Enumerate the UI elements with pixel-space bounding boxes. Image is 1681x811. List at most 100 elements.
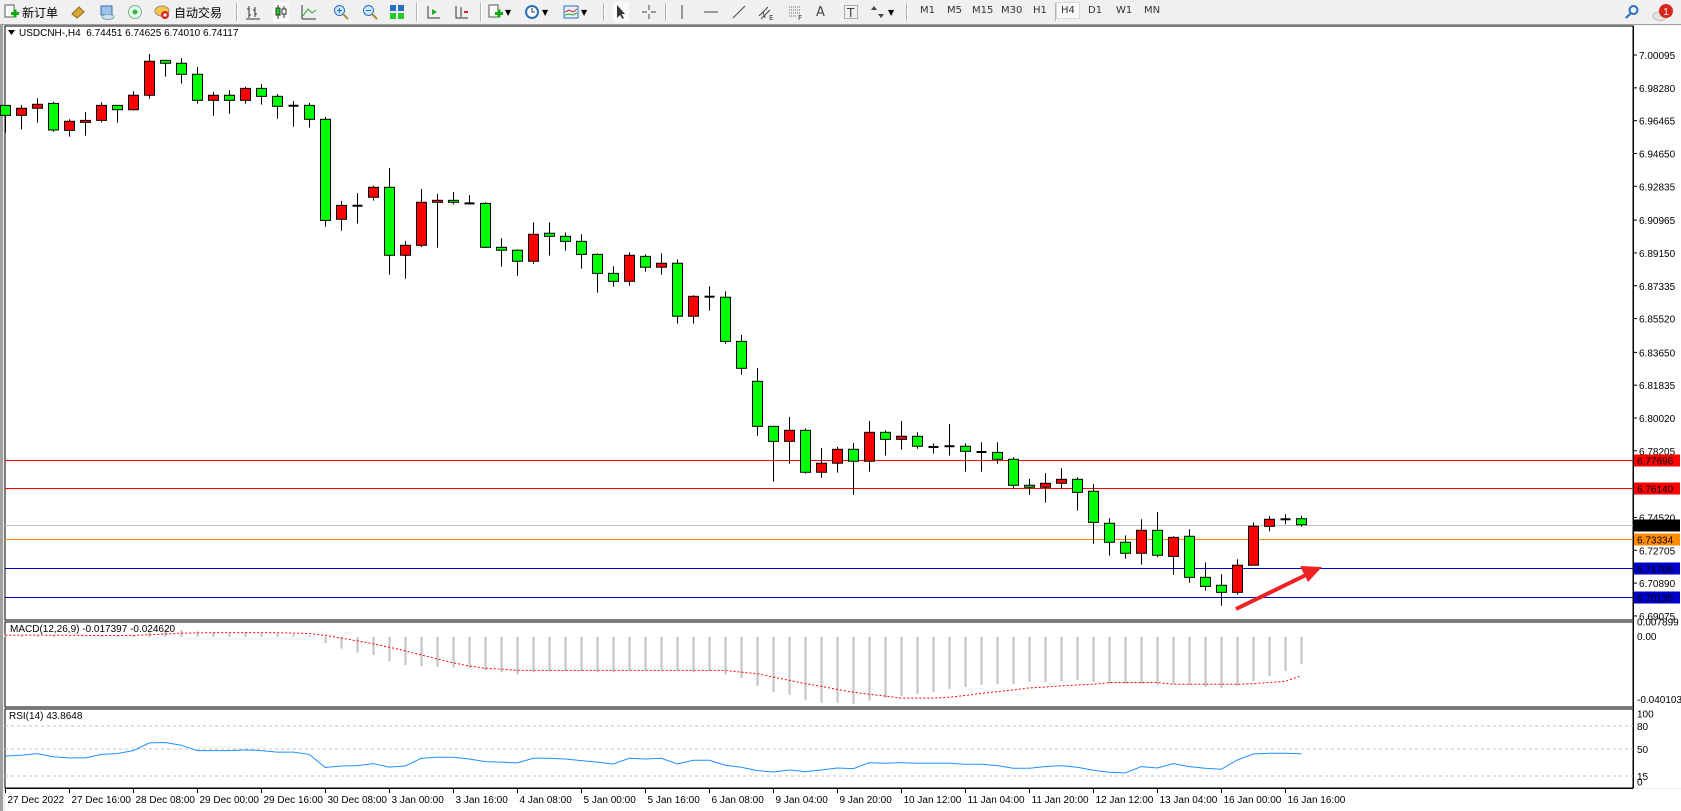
candle: [1280, 514, 1291, 525]
arrows-tool[interactable]: ▼: [870, 2, 894, 22]
new-order-button[interactable]: 新订单: [3, 2, 58, 22]
crosshair-tool[interactable]: [641, 2, 657, 22]
vertical-line-tool[interactable]: [674, 2, 690, 22]
rsi-tick-label: 15: [1637, 772, 1649, 783]
template-icon: [563, 4, 579, 20]
time-label: 9 Jan 04:00: [776, 795, 829, 806]
zoom-out-button[interactable]: [362, 2, 378, 22]
arrow-shaft: [1235, 572, 1309, 611]
timeframe-h1[interactable]: H1: [1033, 5, 1047, 16]
text-label-tool[interactable]: T: [843, 2, 859, 22]
navigator-button[interactable]: [127, 2, 143, 22]
level-label: 6.74117: [1637, 522, 1673, 533]
notifications-button[interactable]: 1: [1652, 2, 1674, 22]
rsi-indicator: [5, 725, 1633, 777]
equidistant-channel-tool[interactable]: E: [758, 2, 774, 22]
level-label: 6.77696: [1637, 457, 1674, 468]
candle-body: [1232, 564, 1243, 593]
candle-body: [432, 199, 443, 203]
candle: [192, 67, 203, 104]
tile-windows-button[interactable]: [389, 2, 405, 22]
candle: [1072, 477, 1083, 511]
timeframe-m15[interactable]: M15: [972, 5, 994, 16]
timeframe-mn[interactable]: MN: [1144, 5, 1161, 16]
candle-body: [864, 431, 875, 462]
data-window-button[interactable]: [99, 2, 115, 22]
timeframe-w1[interactable]: W1: [1116, 5, 1133, 16]
candle: [416, 188, 427, 247]
candle-body: [784, 429, 795, 442]
time-label: 11 Jan 04:00: [968, 795, 1026, 806]
macd-tick-label: 0.007899: [1637, 617, 1679, 628]
time-label: 27 Dec 2022: [8, 795, 65, 806]
rsi-tick-label: 0: [1637, 778, 1643, 789]
zoom-out-icon: [362, 4, 378, 20]
fibonacci-tool[interactable]: F: [788, 2, 804, 22]
candle-body: [144, 60, 155, 96]
candle: [176, 58, 187, 84]
price-tick-label: 6.89150: [1639, 249, 1676, 260]
candle: [1024, 478, 1035, 495]
horizontal-line-tool[interactable]: [703, 2, 719, 22]
candle: [304, 103, 315, 128]
arrow-head: [1300, 566, 1322, 582]
candle: [832, 446, 843, 473]
rsi-panel[interactable]: [4, 708, 1634, 789]
svg-text:F: F: [798, 14, 802, 20]
candle-body: [640, 255, 651, 268]
auto-trading-button[interactable]: 自动交易: [154, 2, 222, 22]
chevron-down-icon[interactable]: ▼: [505, 7, 512, 17]
candle-body: [368, 186, 379, 198]
timeframe-m5[interactable]: M5: [947, 5, 962, 16]
price-tick-label: 6.92835: [1639, 182, 1676, 193]
search-button[interactable]: [1624, 2, 1640, 22]
zoom-in-icon: [333, 4, 349, 20]
level-labels: 6.77696 6.76140 6.74117 6.73334 6.71706 6.701…: [1634, 454, 1680, 605]
templates-button[interactable]: ▼: [563, 2, 587, 22]
candle: [880, 430, 891, 456]
candle: [720, 291, 731, 344]
price-tick-label: 6.85520: [1639, 315, 1676, 326]
zoom-in-button[interactable]: [333, 2, 349, 22]
candle-body: [1184, 535, 1195, 578]
price-tick-label: 6.69075: [1639, 612, 1676, 623]
annotation-arrow[interactable]: [1235, 566, 1322, 611]
new-order-icon: [3, 4, 19, 20]
chart-shift-button[interactable]: [453, 2, 469, 22]
bar-chart-button[interactable]: [245, 2, 261, 22]
trendline-tool[interactable]: [731, 2, 747, 22]
text-tool[interactable]: A: [816, 4, 825, 20]
candle-body: [800, 429, 811, 473]
candle: [1152, 512, 1163, 558]
candle: [64, 119, 75, 137]
line-chart-button[interactable]: [301, 2, 317, 22]
macd-tick-label: -0.040103: [1637, 695, 1681, 706]
candle-body: [960, 445, 971, 452]
rsi-tick-label: 50: [1637, 745, 1649, 756]
timeframe-d1[interactable]: D1: [1088, 5, 1103, 16]
cursor-tool[interactable]: [613, 2, 629, 22]
chevron-down-icon[interactable]: ▼: [581, 7, 588, 17]
timeframe-m30[interactable]: M30: [1001, 5, 1023, 16]
candlestick-chart-button[interactable]: [273, 2, 289, 22]
chart-menu-triangle-icon[interactable]: [8, 30, 15, 35]
timeframe-h4[interactable]: H4: [1056, 2, 1080, 19]
time-label: 16 Jan 16:00: [1288, 795, 1346, 806]
periodicity-button[interactable]: ▼: [524, 2, 548, 22]
main-price-panel[interactable]: [4, 25, 1634, 621]
timeframe-m1[interactable]: M1: [920, 5, 935, 16]
horizontal-line-icon: [703, 4, 719, 20]
time-label: 3 Jan 16:00: [456, 795, 509, 806]
market-watch-button[interactable]: [70, 2, 86, 22]
macd-panel[interactable]: [4, 621, 1634, 708]
chevron-down-icon[interactable]: ▼: [888, 7, 895, 17]
candle-body: [128, 94, 139, 111]
time-axis: 27 Dec 2022 27 Dec 16:00 28 Dec 08:00 29 De…: [5, 789, 1346, 806]
candle-body: [208, 94, 219, 101]
indicators-button[interactable]: ▼: [487, 2, 511, 22]
candle: [1232, 559, 1243, 595]
auto-scroll-button[interactable]: [425, 2, 441, 22]
chevron-down-icon[interactable]: ▼: [542, 7, 549, 17]
line-chart-icon: [301, 4, 317, 20]
